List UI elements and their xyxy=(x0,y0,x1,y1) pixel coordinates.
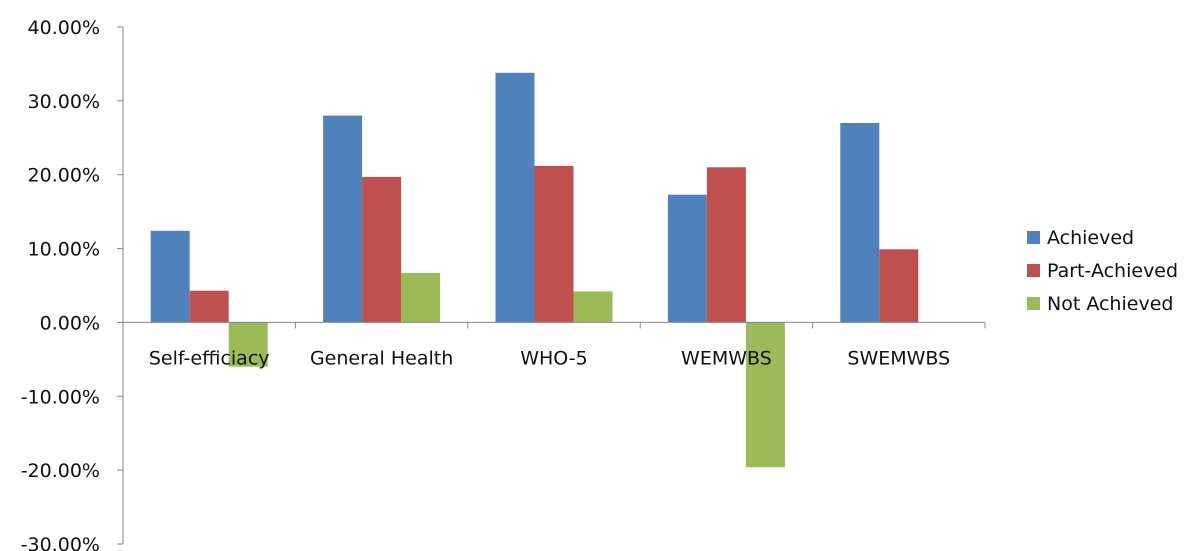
legend-swatch-achieved xyxy=(1027,231,1040,244)
bar-part-achieved-0 xyxy=(189,290,229,323)
bar-part-achieved-1 xyxy=(362,176,402,323)
legend-label: Part-Achieved xyxy=(1047,260,1178,282)
bar-not-achieved-2 xyxy=(573,291,613,323)
x-category-label: SWEMWBS xyxy=(847,347,950,369)
legend-label: Achieved xyxy=(1047,227,1134,249)
bar-not-achieved-3 xyxy=(745,322,785,468)
bar-part-achieved-2 xyxy=(534,165,574,323)
y-tick-label: -30.00% xyxy=(21,534,100,551)
axes-layer xyxy=(117,26,986,545)
bar-part-achieved-3 xyxy=(706,167,746,323)
bar-achieved-0 xyxy=(150,230,190,323)
y-tick-label: 30.00% xyxy=(28,91,100,113)
legend-swatch-not-achieved xyxy=(1027,297,1040,310)
bars-layer xyxy=(150,72,919,468)
y-tick-label: -10.00% xyxy=(21,386,100,408)
x-category-label: WHO-5 xyxy=(520,347,588,369)
legend-label: Not Achieved xyxy=(1047,293,1173,315)
x-category-label: Self-efficiacy xyxy=(149,347,270,369)
bar-achieved-2 xyxy=(495,72,535,323)
bar-part-achieved-4 xyxy=(879,249,919,323)
y-tick-label: 0.00% xyxy=(40,312,100,334)
labels-layer: 40.00% 30.00% 20.00% 10.00% 0.00% -10.00% -20.… xyxy=(21,17,951,551)
x-category-label: General Health xyxy=(310,347,453,369)
bar-achieved-4 xyxy=(840,123,880,323)
y-tick-label: -20.00% xyxy=(21,460,100,482)
bar-achieved-1 xyxy=(323,115,363,323)
bar-not-achieved-0 xyxy=(228,322,268,367)
bar-achieved-3 xyxy=(667,194,707,323)
y-tick-label: 20.00% xyxy=(28,165,100,187)
legend-swatch-part-achieved xyxy=(1027,264,1040,277)
bar-not-achieved-1 xyxy=(401,272,441,323)
y-tick-label: 10.00% xyxy=(28,239,100,261)
x-category-label: WEMWBS xyxy=(681,347,772,369)
y-tick-label: 40.00% xyxy=(28,17,100,39)
legend: Achieved Part-Achieved Not Achieved xyxy=(1027,227,1178,315)
